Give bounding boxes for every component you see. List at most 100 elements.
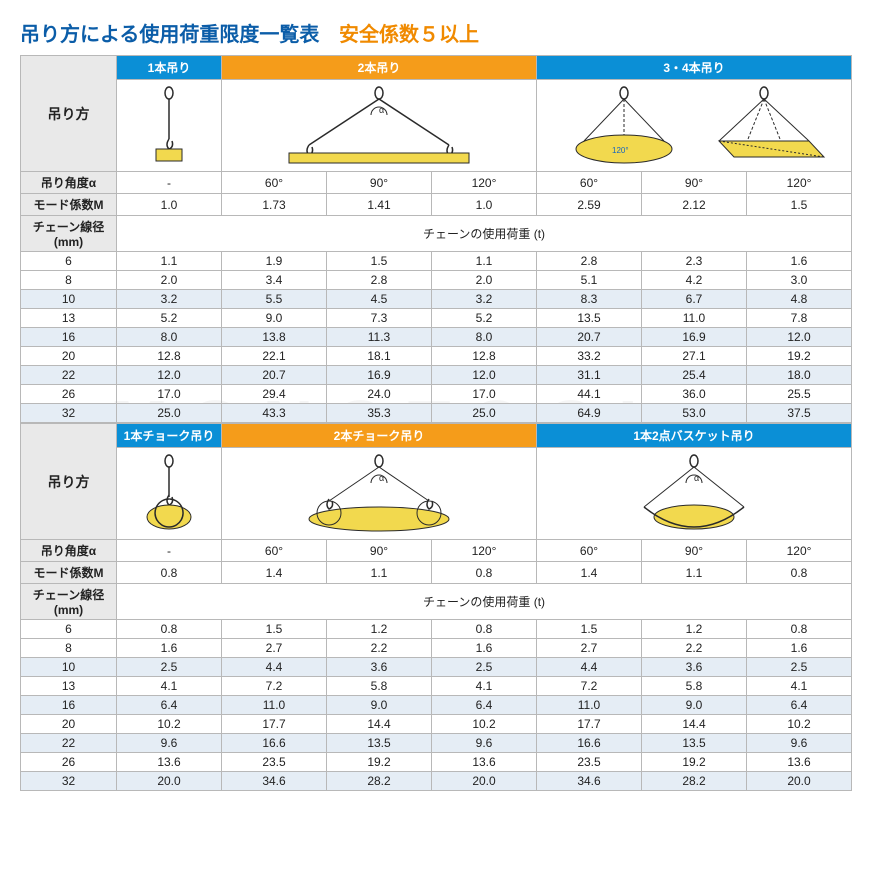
value-cell: 5.8 [327,677,432,696]
value-cell: 20.7 [222,366,327,385]
value-cell: 5.1 [537,271,642,290]
mode-cell: 1.5 [747,194,852,216]
value-cell: 5.2 [117,309,222,328]
value-cell: 8.3 [537,290,642,309]
value-cell: 11.0 [537,696,642,715]
load-table: 吊り方1本チョーク吊り2本チョーク吊り1本2点バスケット吊りαα吊り角度α-60… [20,423,852,791]
mode-cell: 1.41 [327,194,432,216]
value-cell: 2.2 [642,639,747,658]
value-cell: 27.1 [642,347,747,366]
value-cell: 20.7 [537,328,642,347]
col-header: 1本吊り [117,56,222,80]
value-cell: 13.6 [117,753,222,772]
diagram-cell: α [222,448,537,540]
value-cell: 1.6 [747,639,852,658]
angle-cell: 90° [327,540,432,562]
value-cell: 3.2 [432,290,537,309]
col-header: 1本チョーク吊り [117,424,222,448]
diameter-cell: 32 [21,404,117,423]
diameter-label: チェーン線径 (mm) [21,584,117,620]
value-cell: 2.8 [327,271,432,290]
table-1: 吊り方1本吊り2本吊り3・4本吊りα120°吊り角度α-60°90°120°60… [20,55,850,423]
table-row: 102.54.43.62.54.43.62.5 [21,658,852,677]
value-cell: 13.8 [222,328,327,347]
angle-cell: - [117,172,222,194]
method-label: 吊り方 [48,106,90,122]
value-cell: 16.6 [537,734,642,753]
value-cell: 64.9 [537,404,642,423]
value-cell: 9.0 [222,309,327,328]
value-cell: 1.5 [222,620,327,639]
value-cell: 9.6 [747,734,852,753]
value-cell: 12.8 [117,347,222,366]
value-cell: 1.1 [117,252,222,271]
col-header: 2本吊り [222,56,537,80]
diameter-cell: 20 [21,347,117,366]
mode-cell: 1.4 [222,562,327,584]
value-cell: 3.2 [117,290,222,309]
value-cell: 3.6 [642,658,747,677]
diameter-cell: 8 [21,639,117,658]
value-cell: 25.4 [642,366,747,385]
value-cell: 16.9 [327,366,432,385]
value-cell: 19.2 [642,753,747,772]
value-cell: 29.4 [222,385,327,404]
angle-label: 吊り角度α [21,172,117,194]
value-cell: 25.5 [747,385,852,404]
mode-cell: 1.4 [537,562,642,584]
chain-load-label: チェーンの使用荷重 (t) [117,584,852,620]
diameter-cell: 13 [21,309,117,328]
table-row: 229.616.613.59.616.613.59.6 [21,734,852,753]
mode-label: モード係数M [21,194,117,216]
value-cell: 34.6 [222,772,327,791]
angle-cell: - [117,540,222,562]
method-label: 吊り方 [48,474,90,490]
value-cell: 12.0 [747,328,852,347]
col-header: 3・4本吊り [537,56,852,80]
value-cell: 5.2 [432,309,537,328]
angle-cell: 120° [432,540,537,562]
value-cell: 1.6 [747,252,852,271]
value-cell: 53.0 [642,404,747,423]
angle-cell: 60° [222,540,327,562]
value-cell: 2.3 [642,252,747,271]
value-cell: 2.7 [537,639,642,658]
value-cell: 4.8 [747,290,852,309]
diameter-cell: 26 [21,385,117,404]
diameter-cell: 13 [21,677,117,696]
angle-cell: 120° [747,172,852,194]
mode-cell: 0.8 [432,562,537,584]
table-row: 134.17.25.84.17.25.84.1 [21,677,852,696]
angle-cell: 90° [327,172,432,194]
value-cell: 2.2 [327,639,432,658]
value-cell: 23.5 [222,753,327,772]
value-cell: 24.0 [327,385,432,404]
value-cell: 9.0 [327,696,432,715]
value-cell: 25.0 [432,404,537,423]
value-cell: 23.5 [537,753,642,772]
value-cell: 14.4 [327,715,432,734]
col-header: 2本チョーク吊り [222,424,537,448]
angle-cell: 120° [747,540,852,562]
value-cell: 0.8 [117,620,222,639]
page-title: 吊り方による使用荷重限度一覧表 安全係数５以上 [20,18,850,47]
svg-text:α: α [379,473,384,483]
diameter-cell: 22 [21,734,117,753]
diameter-cell: 10 [21,658,117,677]
value-cell: 7.8 [747,309,852,328]
value-cell: 20.0 [117,772,222,791]
value-cell: 4.4 [537,658,642,677]
diameter-cell: 8 [21,271,117,290]
mode-cell: 1.0 [117,194,222,216]
value-cell: 35.3 [327,404,432,423]
diameter-cell: 20 [21,715,117,734]
mode-cell: 2.12 [642,194,747,216]
value-cell: 2.5 [117,658,222,677]
value-cell: 1.2 [642,620,747,639]
angle-cell: 60° [537,540,642,562]
angle-label: 吊り角度α [21,540,117,562]
value-cell: 7.3 [327,309,432,328]
diameter-cell: 6 [21,252,117,271]
value-cell: 12.8 [432,347,537,366]
value-cell: 7.2 [222,677,327,696]
